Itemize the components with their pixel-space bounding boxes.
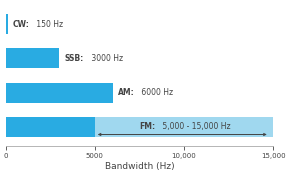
Text: 150 Hz: 150 Hz — [34, 19, 63, 29]
Text: 6000 Hz: 6000 Hz — [139, 88, 173, 97]
Text: 3000 Hz: 3000 Hz — [89, 54, 123, 63]
Bar — [6, 83, 113, 103]
Text: 5,000 - 15,000 Hz: 5,000 - 15,000 Hz — [160, 122, 230, 131]
Text: CW:: CW: — [13, 19, 30, 29]
Bar — [6, 48, 59, 68]
Text: AM:: AM: — [118, 88, 135, 97]
Bar — [95, 117, 273, 137]
Text: FM:: FM: — [140, 122, 155, 131]
Bar — [6, 14, 8, 34]
Bar — [6, 117, 95, 137]
X-axis label: Bandwidth (Hz): Bandwidth (Hz) — [105, 161, 174, 171]
Text: SSB:: SSB: — [64, 54, 84, 63]
